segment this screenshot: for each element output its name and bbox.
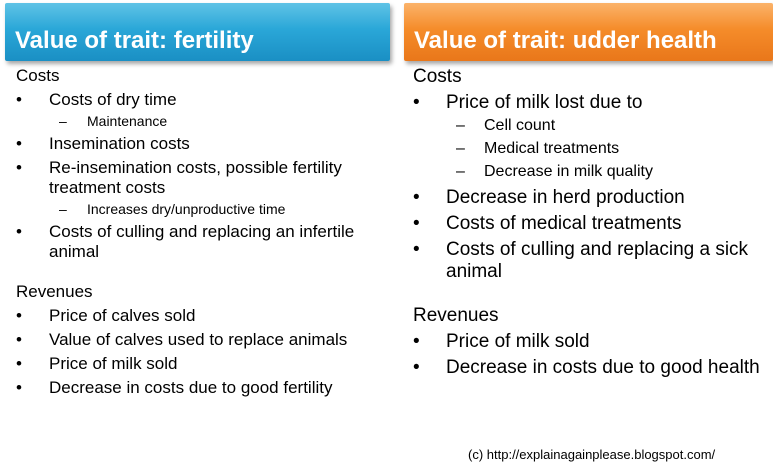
list-item: Price of milk sold	[413, 331, 771, 353]
list-item: Costs of dry time	[16, 90, 386, 110]
list-item: Costs of medical treatments	[413, 213, 771, 235]
list-item: Price of milk lost due to	[413, 92, 771, 114]
list-item: Price of milk sold	[16, 354, 386, 374]
list-item: Insemination costs	[16, 134, 386, 154]
list-item: Value of calves used to replace animals	[16, 330, 386, 350]
list-item: Price of calves sold	[16, 306, 386, 326]
udder-health-title: Value of trait: udder health	[414, 27, 717, 54]
fertility-header: Value of trait: fertility	[5, 3, 390, 61]
udder-revenues-list: Price of milk sold Decrease in costs due…	[413, 331, 771, 379]
udder-health-header: Value of trait: udder health	[404, 3, 773, 61]
udder-costs-heading: Costs	[413, 66, 462, 87]
fertility-costs-list: Costs of dry time Maintenance Inseminati…	[16, 90, 386, 262]
udder-revenues-heading: Revenues	[413, 305, 499, 326]
udder-costs-list: Price of milk lost due to Cell count Med…	[413, 92, 771, 283]
sub-list-item: Increases dry/unproductive time	[16, 200, 386, 218]
list-item: Decrease in costs due to good health	[413, 357, 771, 379]
sub-list-item: Decrease in milk quality	[413, 161, 771, 183]
sub-list-item: Cell count	[413, 115, 771, 137]
list-item: Costs of culling and replacing an infert…	[16, 222, 386, 262]
sub-list-item: Medical treatments	[413, 138, 771, 160]
list-item: Decrease in costs due to good fertility	[16, 378, 386, 398]
copyright-footer: (c) http://explainagainplease.blogspot.c…	[468, 447, 716, 462]
fertility-title: Value of trait: fertility	[15, 27, 254, 54]
fertility-revenues-heading: Revenues	[16, 282, 93, 301]
fertility-costs-heading: Costs	[16, 66, 60, 85]
udder-health-column: Costs Price of milk lost due to Cell cou…	[413, 66, 771, 379]
sub-list-item: Maintenance	[16, 112, 386, 130]
fertility-revenues-list: Price of calves sold Value of calves use…	[16, 306, 386, 398]
fertility-column: Costs Costs of dry time Maintenance Inse…	[16, 66, 386, 398]
list-item: Decrease in herd production	[413, 187, 771, 209]
list-item: Re-insemination costs, possible fertilit…	[16, 158, 386, 198]
list-item: Costs of culling and replacing a sick an…	[413, 239, 771, 283]
